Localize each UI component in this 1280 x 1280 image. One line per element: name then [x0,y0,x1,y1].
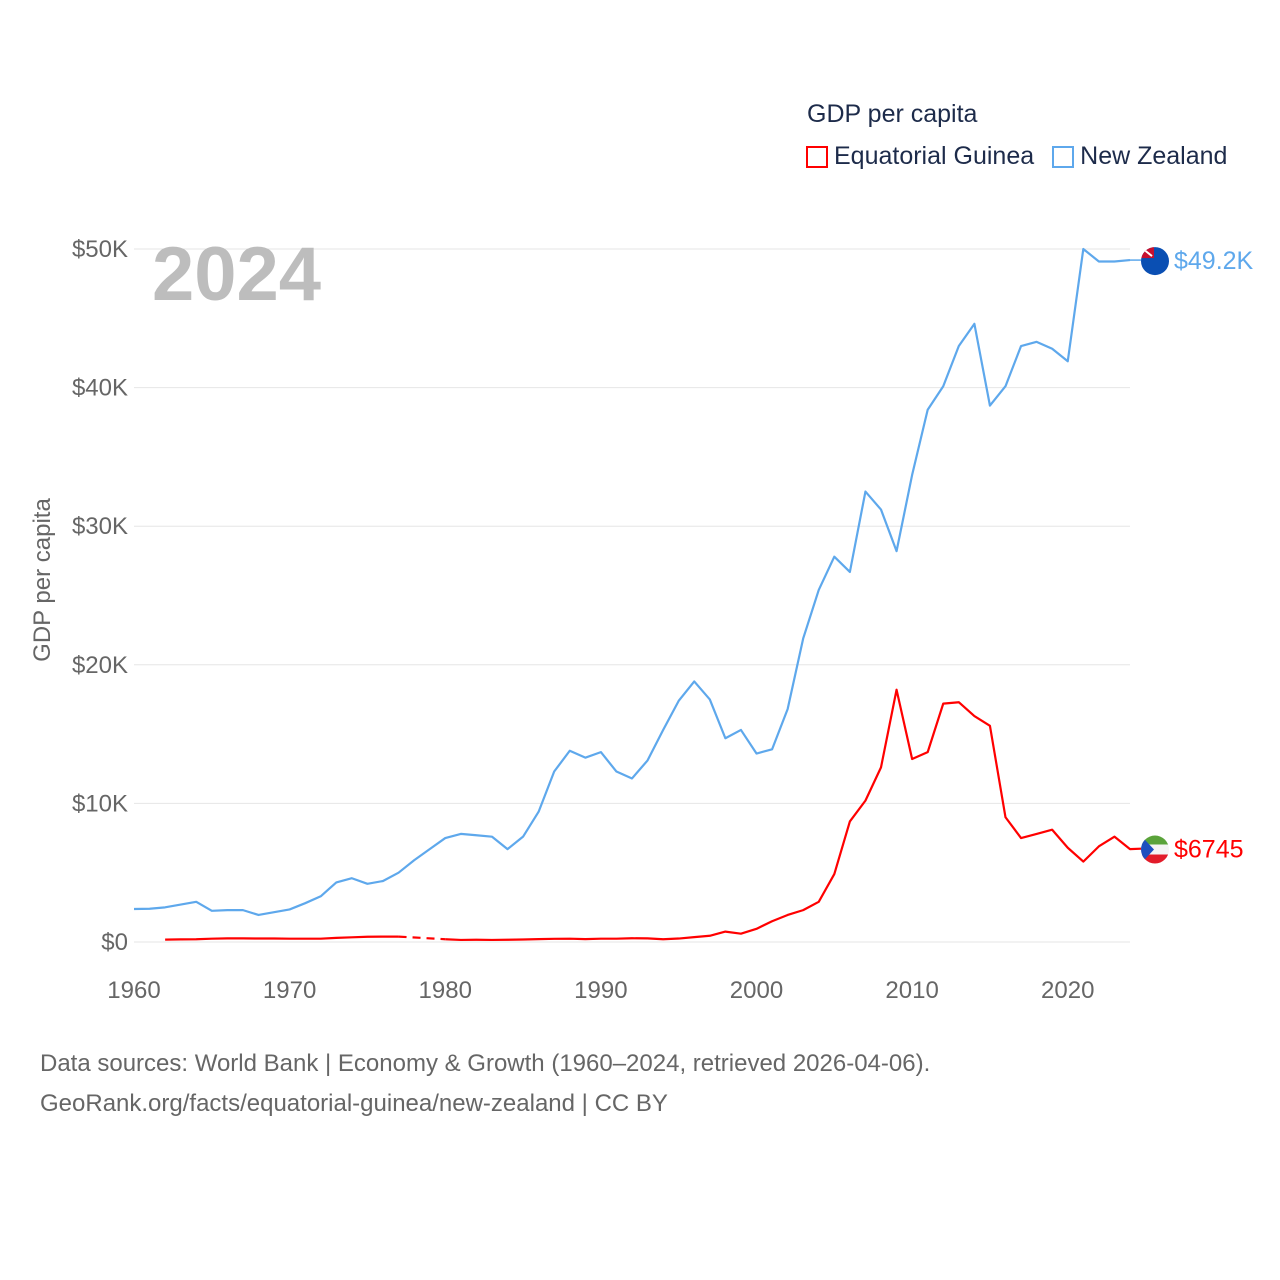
legend-item-new-zealand[interactable]: New Zealand [1052,142,1227,171]
data-sources: Data sources: World Bank | Economy & Gro… [40,1050,931,1077]
legend-title: GDP per capita [807,100,978,128]
flag-green [1141,835,1169,845]
legend-swatch [1052,145,1075,168]
series-gap-dashed [398,935,446,941]
legend-label: Equatorial Guinea [834,142,1035,170]
x-tick-label: 2010 [885,977,938,1004]
x-tick-label: 1980 [419,977,472,1004]
legend-item-equatorial-guinea[interactable]: Equatorial Guinea [806,142,1034,171]
x-tick-label: 1960 [107,977,160,1004]
x-tick-label: 2020 [1041,977,1094,1004]
x-tick-label: 1970 [263,977,316,1004]
flag-triangle [1141,835,1154,864]
y-tick-label: $40K [72,375,128,402]
y-tick-label: $10K [72,790,128,817]
footer: Data sources: World Bank | Economy & Gro… [40,1044,930,1124]
y-tick-label: $20K [72,652,128,679]
y-tick-label: $30K [72,513,128,540]
flag-red [1141,854,1169,864]
legend: Equatorial Guinea New Zealand [806,142,1227,171]
legend-label: New Zealand [1080,142,1228,170]
flag [1141,247,1169,276]
legend-swatch [806,145,828,168]
series-line-equatorial-guinea [445,688,1146,942]
flag-white [1141,844,1169,855]
source-link[interactable]: GeoRank.org/facts/equatorial-guinea/new-… [40,1090,668,1117]
y-tick-label: $50K [72,236,128,263]
equatorial-guinea-flag-icon [1141,835,1169,864]
flag-field [1141,247,1169,276]
end-value-label: $6745 [1174,836,1244,864]
end-value-label: $49.2K [1174,247,1254,275]
y-axis-label: GDP per capita [29,498,56,662]
series-line-new-zealand [133,247,1131,917]
year-watermark: 2024 [152,232,321,317]
flag [1141,835,1169,864]
x-tick-label: 1990 [574,977,627,1004]
new-zealand-flag-icon [1141,247,1169,276]
series-line-equatorial-guinea [165,935,399,941]
x-tick-label: 2000 [730,977,783,1004]
y-tick-label: $0 [101,929,128,956]
